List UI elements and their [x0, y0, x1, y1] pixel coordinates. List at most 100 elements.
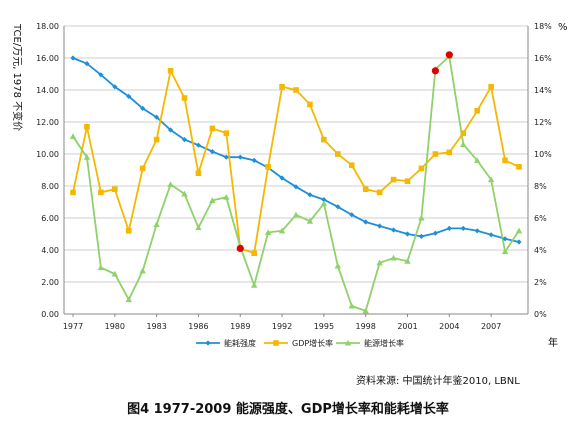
series-line: [72, 68, 520, 255]
data-point: [515, 227, 523, 234]
data-point: [501, 248, 509, 255]
highlight-point: [431, 67, 439, 75]
data-point: [306, 218, 314, 224]
data-point: [474, 228, 480, 234]
left-axis-ticks: 0.00 2.00 4.00 6.00 8.00 10.00 12.00 14.00 16.00…: [36, 22, 59, 319]
data-point: [167, 68, 174, 74]
data-point: [376, 259, 383, 266]
data-point: [69, 133, 77, 139]
x-tick-label: 1989: [230, 322, 250, 331]
y-right-tick-label: 2%: [534, 278, 547, 287]
data-point: [487, 176, 495, 183]
legend-label: GDP增长率: [292, 338, 333, 348]
x-tick-label: 2004: [439, 322, 459, 331]
data-point: [84, 124, 90, 130]
data-point: [404, 231, 411, 237]
data-point: [334, 262, 342, 269]
data-point: [377, 223, 383, 229]
data-point: [307, 192, 313, 198]
data-point: [460, 130, 467, 136]
data-point: [362, 307, 369, 314]
data-point: [126, 93, 132, 99]
y-left-tick-label: 14.00: [36, 86, 59, 95]
data-point: [460, 141, 467, 147]
data-point: [209, 149, 215, 155]
y-left-tick-label: 18.00: [36, 22, 59, 31]
y-left-tick-label: 12.00: [36, 118, 59, 127]
legend-swatch-marker: [205, 340, 211, 346]
y-right-tick-label: 6%: [534, 214, 547, 223]
series-markers: [69, 53, 523, 314]
x-axis-label: 年: [548, 336, 558, 349]
data-point: [279, 175, 285, 181]
data-point: [209, 125, 216, 132]
x-tick-label: 1977: [63, 322, 83, 331]
data-point: [70, 189, 76, 196]
data-point: [265, 164, 271, 170]
y-right-tick-label: 0%: [534, 310, 547, 319]
highlight-point: [236, 244, 244, 252]
data-point: [335, 204, 341, 210]
legend: 能耗强度 GDP增长率 能源增长率: [196, 338, 404, 348]
data-point: [404, 258, 411, 264]
data-point: [125, 228, 132, 234]
data-point: [418, 233, 425, 239]
y-right-tick-label: 12%: [534, 118, 552, 127]
data-point: [223, 130, 230, 136]
x-tick-label: 2001: [397, 322, 417, 331]
y-left-tick-label: 4.00: [41, 246, 59, 255]
data-point: [363, 219, 369, 225]
y-left-tick-label: 16.00: [36, 54, 59, 63]
data-point: [251, 157, 257, 163]
data-point: [473, 157, 481, 163]
data-point: [98, 189, 104, 196]
data-point: [348, 162, 355, 168]
data-point: [292, 211, 300, 218]
legend-label: 能源增长率: [364, 338, 404, 348]
data-point: [446, 225, 452, 231]
data-point: [335, 151, 341, 157]
legend-label: 能耗强度: [224, 338, 256, 348]
data-point: [418, 214, 425, 221]
data-point: [320, 200, 328, 207]
y-right-tick-label: 10%: [534, 150, 552, 159]
x-tick-label: 1995: [314, 322, 334, 331]
figure-caption: 图4 1977-2009 能源强度、GDP增长率和能耗增长率: [127, 402, 449, 417]
x-tick-label: 1986: [188, 322, 208, 331]
highlight-point: [445, 51, 453, 59]
data-point: [502, 157, 508, 164]
data-point: [250, 282, 258, 288]
data-point: [321, 197, 327, 203]
legend-swatch-marker: [273, 340, 279, 346]
data-point: [362, 186, 369, 192]
y-right-tick-label: 18%: [534, 22, 552, 31]
data-point: [474, 108, 480, 114]
data-point: [139, 267, 146, 274]
data-point: [112, 186, 118, 192]
data-point: [195, 170, 202, 176]
y-right-tick-label: 16%: [534, 54, 552, 63]
y-left-tick-label: 8.00: [41, 182, 59, 191]
data-point: [390, 227, 397, 233]
y-left-tick-label: 10.00: [36, 150, 59, 159]
data-point: [418, 165, 425, 172]
data-point: [502, 236, 508, 242]
y-left-tick-label: 2.00: [41, 278, 59, 287]
data-point: [153, 136, 160, 143]
data-point: [446, 149, 453, 156]
y-right-tick-label: 14%: [534, 86, 552, 95]
data-point: [195, 142, 202, 148]
data-point: [112, 84, 118, 90]
data-point: [111, 270, 119, 277]
data-point: [181, 137, 188, 143]
data-point: [432, 230, 438, 236]
data-point: [264, 229, 272, 235]
data-point: [97, 264, 105, 271]
data-point: [84, 61, 90, 67]
x-axis-ticks: 1977 1980 1983 1986 1989 1992 1995 1998 2001 2004…: [63, 322, 501, 331]
x-tick-label: 2007: [481, 322, 501, 331]
data-point: [293, 184, 299, 190]
data-point: [153, 221, 160, 227]
axes: [63, 26, 529, 317]
